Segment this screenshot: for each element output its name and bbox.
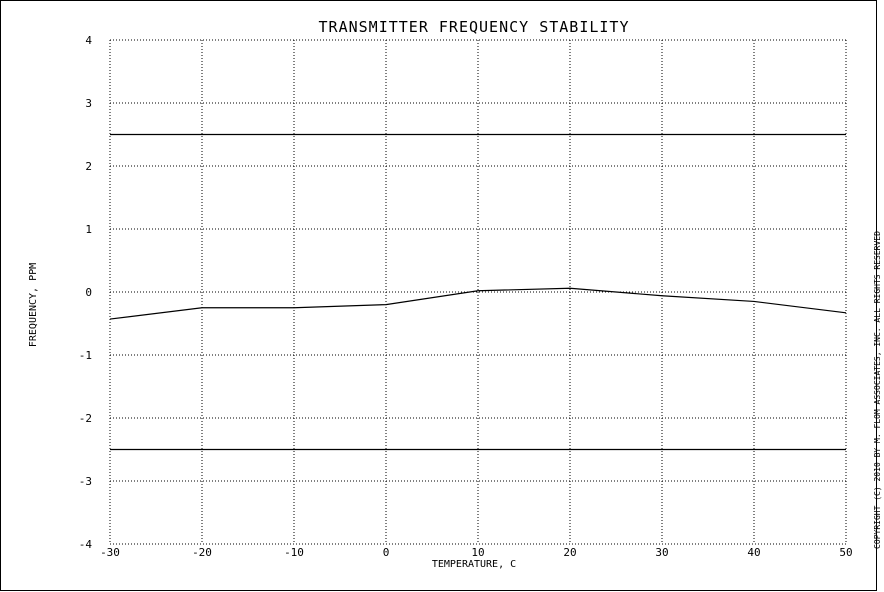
y-tick-label: -3 [79, 475, 92, 488]
limit-lines [110, 133, 846, 451]
copyright-note: COPYRIGHT (C) 2010 BY M. FLOM ASSOCIATES… [873, 231, 882, 549]
x-tick-label: 30 [655, 546, 668, 559]
y-tick-label: 3 [85, 97, 92, 110]
y-tick-label: -1 [79, 349, 92, 362]
y-tick-label: 4 [85, 34, 92, 47]
y-tick-label: 0 [85, 286, 92, 299]
x-tick-label: 20 [563, 546, 576, 559]
y-axis-label: FREQUENCY, PPM [28, 263, 39, 347]
y-tick-label: 2 [85, 160, 92, 173]
x-tick-label: 0 [383, 546, 390, 559]
x-tick-label: -20 [192, 546, 212, 559]
y-tick-label: -4 [79, 538, 93, 551]
y-tick-label: -2 [79, 412, 92, 425]
x-tick-labels: -30 -20 -10 0 10 20 30 40 50 [100, 546, 853, 559]
y-tick-labels: 4 3 2 1 0 -1 -2 -3 -4 [79, 34, 93, 551]
chart-title: TRANSMITTER FREQUENCY STABILITY [319, 18, 630, 36]
grid [109, 39, 847, 545]
series-group [109, 287, 847, 320]
x-tick-label: 10 [471, 546, 484, 559]
y-tick-label: 1 [85, 223, 92, 236]
x-tick-label: -10 [284, 546, 304, 559]
x-tick-label: -30 [100, 546, 120, 559]
x-axis-label: TEMPERATURE, C [432, 559, 516, 570]
series-line [109, 287, 847, 320]
x-tick-label: 50 [839, 546, 852, 559]
x-tick-label: 40 [747, 546, 760, 559]
